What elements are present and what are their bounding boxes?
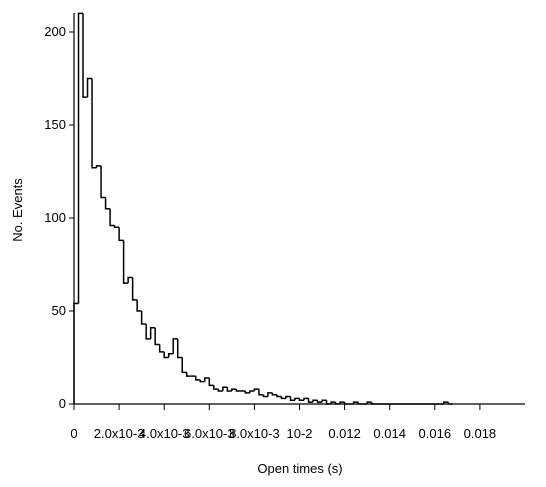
histogram-bar [91,78,97,169]
histogram-bar [235,389,241,392]
histogram-bar [86,77,93,98]
x-tick-label: 6.0x10-3 [184,426,235,441]
y-tick-label: 100 [44,210,66,225]
histogram-bar [145,324,151,340]
histogram-bar [140,311,147,325]
histogram-bar [176,338,183,359]
histogram-bar [208,377,214,387]
histogram-bar [131,277,138,301]
histogram-bar [82,13,88,98]
histogram-bar [122,240,129,284]
histogram-bar [118,227,124,242]
histogram-bar [204,377,210,382]
histogram-bar [330,401,336,404]
x-tick-label: 8.0x10-3 [229,426,280,441]
histogram-bar [276,394,282,398]
x-tick-label: 0.016 [419,426,452,441]
histogram-bar [267,392,273,397]
histogram-bar [113,225,120,229]
histogram-bar [289,396,295,402]
histogram-bar [244,390,250,394]
histogram-bar [325,400,332,405]
histogram-bar [149,326,156,339]
histogram-bar [100,165,106,199]
histogram-bar [222,386,228,391]
histogram-bar [73,302,79,404]
histogram-bar [163,351,169,359]
y-axis-label: No. Events [10,178,25,242]
histogram-bar [253,388,259,391]
histogram-bar [307,398,314,403]
histogram-bar [154,327,160,346]
y-tick-label: 0 [59,396,66,411]
histogram-bar [316,400,323,403]
histogram-bar [366,401,372,404]
histogram-bar [181,357,187,374]
x-tick-label: 4.0x10-3 [139,426,190,441]
histogram-bar [370,402,377,405]
histogram-bar [334,402,341,405]
histogram-bar [226,387,232,392]
histogram-bar [357,402,363,405]
histogram-bar [136,299,142,312]
histogram-bar [321,399,327,403]
histogram-bar [285,395,291,399]
x-axis-label: Open times (s) [257,461,342,476]
x-tick-label: 10-2 [286,426,312,441]
histogram-bar [195,376,201,381]
x-tick-label: 2.0x10-3 [94,426,145,441]
histogram-bar [217,389,223,392]
histogram-bar [352,401,359,404]
histogram-bar [298,398,305,402]
histogram-bar [312,399,318,403]
x-tick-label: 0.012 [328,426,361,441]
x-tick-label: 0.018 [464,426,497,441]
histogram-bar [343,402,350,405]
histogram-bar [158,344,165,353]
x-tick-label: 0.014 [373,426,406,441]
y-tick-label: 200 [44,24,66,39]
histogram-bar [249,390,255,393]
histogram-bar [77,12,84,304]
y-tick-label: 150 [44,117,66,132]
histogram-bar [127,276,133,284]
histogram-bar [172,338,178,354]
histogram-bar [443,401,449,404]
histogram-bar [186,372,192,377]
histogram-bar [231,388,237,391]
histogram-bar [339,401,345,404]
histogram-bar [95,165,102,168]
histogram-bar [303,397,309,401]
histogram-bar [167,353,174,358]
histogram-bar [104,197,111,210]
histogram-bar [199,379,205,383]
histogram-bar [109,208,115,227]
histogram-bar [262,394,268,398]
histogram-bar [447,402,453,405]
histogram-bar [213,385,219,390]
histogram-bar [271,392,277,396]
histogram-bar [258,389,264,396]
x-tick-label: 0 [70,426,77,441]
y-tick-label: 50 [52,303,66,318]
histogram-bar [280,396,286,400]
histogram-bar [294,397,300,401]
